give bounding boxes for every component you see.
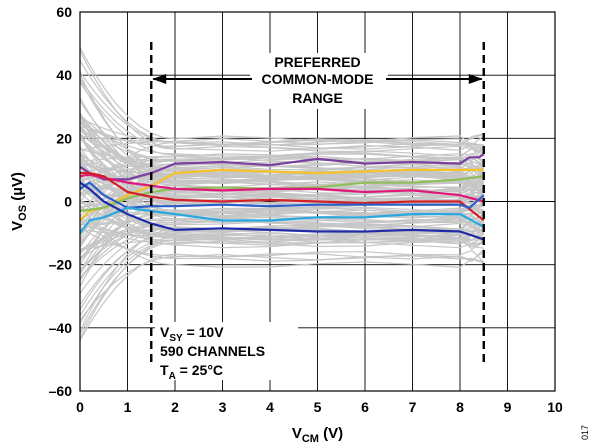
condition-supply-main: V (160, 324, 170, 340)
gray-channel-trace (79, 192, 484, 238)
gray-channel-trace (79, 192, 485, 275)
gray-channel-trace (79, 249, 485, 321)
gray-channel-trace (79, 114, 484, 209)
gray-channel-trace (79, 78, 485, 157)
figure-number: 017 (580, 425, 590, 440)
gray-channel-trace (79, 81, 485, 165)
gray-channel-trace (79, 192, 484, 287)
x-tick-label: 1 (124, 399, 132, 415)
series-dark-blue (79, 181, 485, 241)
range-label-line-1: PREFERRED (274, 54, 360, 70)
y-axis-label: VOS (µV) (9, 172, 29, 231)
x-label-rest: (V) (319, 425, 343, 442)
gray-channel-trace (79, 50, 484, 152)
condition-temp-main: T (160, 362, 169, 378)
gray-channel-trace (79, 135, 484, 151)
x-tick-label: 6 (361, 399, 369, 415)
condition-supply-sub: SY (169, 333, 183, 344)
conditions-box-background (155, 322, 298, 380)
series-light-blue (79, 206, 485, 234)
range-arrow-left-head (152, 74, 167, 84)
y-label-main: V (9, 221, 26, 231)
gray-channel-trace (79, 219, 484, 263)
range-label-line-2: COMMON-MODE (262, 71, 374, 87)
gray-channel-trace (79, 47, 485, 146)
x-tick-label: 7 (409, 399, 417, 415)
range-arrow-right-head (468, 74, 483, 84)
y-tick-label: –20 (49, 257, 73, 273)
gray-channel-trace (79, 236, 484, 335)
gray-channel-trace (79, 216, 484, 226)
gray-channel-trace (79, 114, 485, 167)
gray-channel-trace (79, 206, 484, 260)
x-tick-label: 10 (547, 399, 563, 415)
x-tick-label: 9 (504, 399, 512, 415)
gray-channel-trace (79, 236, 485, 324)
series-red (80, 172, 485, 222)
gray-channel-trace (79, 115, 485, 185)
gray-channel-trace (79, 218, 485, 244)
condition-channel-count: 590 CHANNELS (160, 343, 265, 359)
condition-temp-rest: = 25°C (176, 362, 223, 378)
x-tick-label: 2 (171, 399, 179, 415)
condition-supply-rest: = 10V (183, 324, 225, 340)
y-label-rest: (µV) (9, 172, 26, 205)
condition-temp-sub: A (169, 371, 176, 382)
y-label-sub: OS (17, 205, 29, 221)
series-green (79, 175, 484, 213)
x-label-sub: CM (302, 433, 319, 445)
series-blue (79, 181, 485, 209)
plot-frame (79, 11, 556, 392)
gray-channel-trace (79, 228, 484, 240)
gray-channel-trace (79, 162, 485, 248)
range-label-line-3: RANGE (292, 90, 343, 106)
x-tick-label: 8 (456, 399, 464, 415)
y-tick-label: –40 (49, 320, 73, 336)
preferred-range-markers (150, 42, 485, 362)
range-arrow (152, 74, 483, 84)
y-tick-label: 40 (56, 67, 72, 83)
condition-supply-voltage: VSY = 10V (160, 324, 224, 344)
y-axis-tick-labels: 60 40 20 0 –20 –40 –60 (49, 4, 73, 399)
gray-channel-trace (79, 147, 485, 162)
gray-channel-trace (79, 215, 485, 229)
gray-channel-trace (79, 182, 484, 222)
y-tick-label: 60 (56, 4, 72, 20)
gray-channel-trace (79, 204, 484, 269)
y-tick-label: 20 (56, 130, 72, 146)
series-magenta (79, 173, 485, 203)
x-tick-label: 4 (266, 399, 274, 415)
x-tick-label: 0 (76, 399, 84, 415)
highlighted-channel-traces (79, 153, 485, 241)
x-label-main: V (292, 425, 302, 442)
gray-channel-trace (79, 248, 485, 341)
x-tick-label: 5 (314, 399, 322, 415)
gray-channel-trace (79, 233, 484, 317)
y-tick-label: –60 (49, 383, 73, 399)
gray-channel-trace (79, 120, 485, 157)
y-tick-label: 0 (64, 194, 72, 210)
x-axis-tick-labels: 0 1 2 3 4 5 6 7 8 9 10 (76, 399, 563, 415)
gray-channel-trace (79, 231, 485, 340)
range-label-background (250, 53, 388, 109)
x-axis-label: VCM (V) (292, 425, 343, 445)
x-tick-label: 3 (219, 399, 227, 415)
condition-temperature: TA = 25°C (160, 362, 223, 382)
